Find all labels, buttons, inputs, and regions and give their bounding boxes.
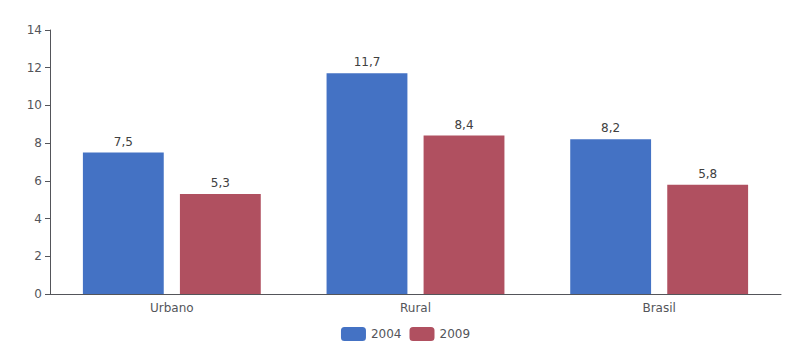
svg-text:Rural: Rural [400,301,431,315]
svg-text:10: 10 [27,98,42,112]
svg-text:0: 0 [34,287,42,301]
svg-text:5,8: 5,8 [698,167,717,181]
svg-text:14: 14 [27,23,42,37]
svg-text:8,2: 8,2 [601,121,620,135]
svg-text:12: 12 [27,61,42,75]
svg-text:Urbano: Urbano [150,301,194,315]
svg-text:6: 6 [34,174,42,188]
svg-text:5,3: 5,3 [211,176,230,190]
svg-text:Brasil: Brasil [642,301,675,315]
svg-text:7,5: 7,5 [114,135,133,149]
svg-text:11,7: 11,7 [354,55,381,69]
svg-text:2004: 2004 [371,327,402,341]
svg-text:2: 2 [34,249,42,263]
svg-text:8,4: 8,4 [454,118,473,132]
svg-text:8: 8 [34,136,42,150]
svg-text:2009: 2009 [440,327,471,341]
svg-text:4: 4 [34,212,42,226]
